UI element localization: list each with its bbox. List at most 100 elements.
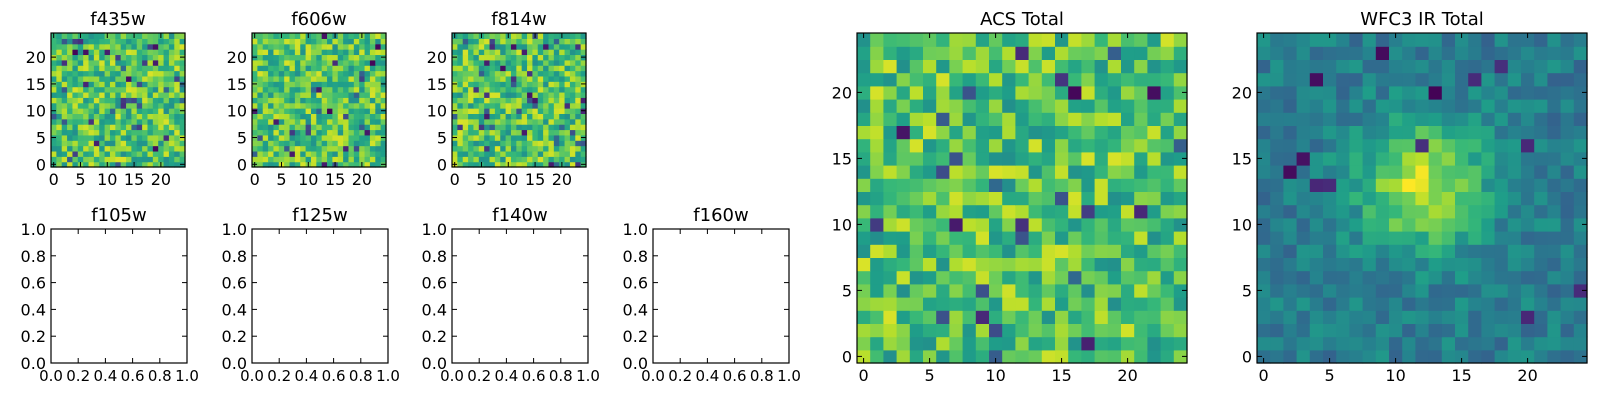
heatmap-cell bbox=[1173, 165, 1188, 179]
heatmap-cell bbox=[1415, 244, 1430, 258]
heatmap-cell bbox=[457, 91, 464, 98]
heatmap-cell bbox=[131, 113, 138, 120]
heatmap-cell bbox=[473, 150, 480, 157]
heatmap-cell bbox=[505, 49, 512, 56]
heatmap-cell bbox=[1121, 165, 1135, 179]
heatmap-cell bbox=[936, 178, 950, 192]
heatmap-cell bbox=[316, 118, 323, 125]
heatmap-cell bbox=[67, 145, 74, 152]
heatmap-cell bbox=[559, 97, 566, 104]
heatmap-cell bbox=[537, 134, 544, 141]
heatmap-cell bbox=[468, 86, 475, 93]
heatmap-cell bbox=[1160, 349, 1175, 364]
heatmap-cell bbox=[962, 257, 977, 272]
heatmap-cell bbox=[909, 283, 924, 298]
heatmap-cell bbox=[1415, 125, 1430, 140]
heatmap-cell bbox=[294, 124, 301, 131]
heatmap-cell bbox=[300, 81, 307, 88]
heatmap-cell bbox=[88, 156, 95, 163]
heatmap-cell bbox=[136, 134, 143, 141]
heatmap-cell bbox=[1257, 204, 1271, 219]
heatmap-cell bbox=[1560, 191, 1575, 206]
heatmap-cell bbox=[1428, 257, 1443, 272]
heatmap-cell bbox=[88, 102, 95, 109]
heatmap-cell bbox=[88, 124, 95, 131]
heatmap-cell bbox=[163, 59, 170, 66]
heatmap-cell bbox=[1296, 99, 1311, 113]
heatmap-cell bbox=[1362, 204, 1377, 219]
heatmap-cell bbox=[949, 99, 964, 113]
heatmap-cell bbox=[83, 129, 90, 136]
heatmap-cell bbox=[478, 54, 485, 61]
heatmap-cell bbox=[516, 150, 523, 157]
heatmap-cell bbox=[305, 113, 312, 120]
heatmap-cell bbox=[1028, 178, 1043, 192]
heatmap-cell bbox=[1055, 244, 1069, 258]
heatmap-cell bbox=[120, 118, 127, 125]
heatmap-cell bbox=[316, 33, 323, 39]
heatmap-cell bbox=[56, 43, 63, 50]
heatmap-cell bbox=[332, 54, 339, 61]
heatmap-cell bbox=[1349, 204, 1364, 219]
heatmap-cell bbox=[316, 43, 323, 50]
heatmap-cell bbox=[77, 54, 84, 61]
heatmap-cell bbox=[99, 33, 106, 39]
heatmap-cell bbox=[343, 118, 350, 125]
heatmap-cell bbox=[136, 113, 143, 120]
heatmap-cell bbox=[478, 75, 485, 82]
heatmap-cell bbox=[457, 124, 464, 131]
heatmap-cell bbox=[909, 217, 924, 232]
heatmap-cell bbox=[1547, 125, 1562, 140]
heatmap-cell bbox=[109, 54, 116, 61]
heatmap-cell bbox=[1494, 270, 1509, 285]
heatmap-cell bbox=[1415, 270, 1430, 285]
heatmap-cell bbox=[543, 81, 550, 88]
heatmap-cell bbox=[56, 134, 63, 141]
heatmap-cell bbox=[152, 43, 159, 50]
heatmap-cell bbox=[252, 156, 258, 163]
heatmap-cell bbox=[369, 38, 376, 45]
heatmap-cell bbox=[580, 49, 587, 56]
heatmap-cell bbox=[936, 85, 950, 100]
heatmap-cell bbox=[489, 108, 496, 114]
heatmap-cell bbox=[532, 91, 539, 98]
heatmap-cell bbox=[289, 65, 296, 72]
heatmap-cell bbox=[452, 113, 458, 120]
heatmap-cell bbox=[364, 91, 371, 98]
heatmap-cell bbox=[83, 118, 90, 125]
heatmap-cell bbox=[1362, 231, 1377, 245]
heatmap-cell bbox=[1336, 59, 1350, 74]
heatmap-cell bbox=[1094, 99, 1109, 113]
y-tick-label: 0 bbox=[437, 155, 447, 174]
heatmap-cell bbox=[1441, 125, 1456, 140]
heatmap-cell bbox=[174, 102, 181, 109]
heatmap-cell bbox=[1349, 270, 1364, 285]
heatmap-cell bbox=[569, 59, 576, 66]
heatmap-cell bbox=[1283, 336, 1298, 351]
heatmap-cell bbox=[152, 129, 159, 136]
y-tick-label: 0.2 bbox=[623, 327, 648, 346]
y-tick-label: 5 bbox=[1242, 281, 1252, 300]
heatmap-cell bbox=[289, 59, 296, 66]
heatmap-cell bbox=[484, 145, 491, 152]
heatmap-cell bbox=[462, 150, 469, 157]
heatmap-cell bbox=[179, 129, 186, 136]
heatmap-cell bbox=[305, 129, 312, 136]
heatmap-cell bbox=[348, 33, 355, 39]
heatmap-cell bbox=[163, 124, 170, 131]
heatmap-cell bbox=[104, 54, 111, 61]
heatmap-cell bbox=[369, 54, 376, 61]
heatmap-cell bbox=[452, 43, 458, 50]
heatmap-cell bbox=[131, 65, 138, 72]
heatmap-cell bbox=[284, 49, 291, 56]
heatmap-cell bbox=[163, 129, 170, 136]
heatmap-cell bbox=[1296, 270, 1311, 285]
heatmap-cell bbox=[462, 86, 469, 93]
heatmap-cell bbox=[936, 59, 950, 74]
heatmap-cell bbox=[1402, 178, 1416, 192]
heatmap-cell bbox=[936, 125, 950, 140]
heatmap-cell bbox=[896, 244, 911, 258]
heatmap-cell bbox=[1015, 231, 1030, 245]
heatmap-cell bbox=[484, 91, 491, 98]
heatmap-cell bbox=[1507, 112, 1522, 126]
